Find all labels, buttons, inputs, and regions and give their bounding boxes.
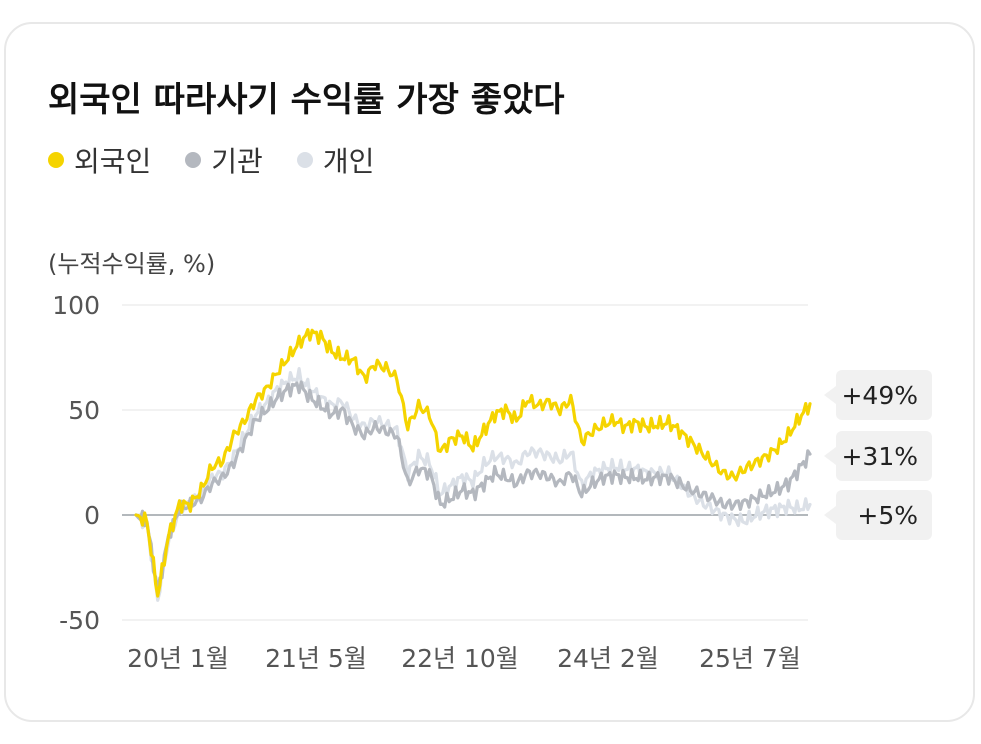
legend-item-foreign: 외국인 xyxy=(48,140,151,180)
legend-label-foreign: 외국인 xyxy=(74,145,152,178)
legend-item-institution: 기관 xyxy=(185,140,263,180)
end-badge-foreign xyxy=(836,370,932,420)
end-badge-pointer-institution xyxy=(824,447,836,465)
series-line-individual xyxy=(134,367,812,602)
end-badge-pointer-individual xyxy=(824,506,836,524)
series-line-foreign xyxy=(134,328,812,598)
y-axis-unit-label: (누적수익률, %) xyxy=(48,250,216,278)
end-badge-pointer-foreign xyxy=(824,386,836,404)
chart-card xyxy=(4,22,975,722)
legend-dot-individual xyxy=(296,152,313,168)
legend: 외국인 기관 개인 xyxy=(48,140,408,180)
end-badge-individual xyxy=(836,490,932,540)
end-badge-label-foreign: +49% xyxy=(841,381,918,410)
x-tick-label: 22년 10월 xyxy=(401,644,519,673)
y-tick-label: -50 xyxy=(59,606,100,635)
legend-item-individual: 개인 xyxy=(296,140,375,180)
y-tick-label: 0 xyxy=(84,501,100,530)
legend-label-individual: 개인 xyxy=(322,145,375,178)
end-badge-label-individual: +5% xyxy=(857,501,918,530)
x-tick-label: 20년 1월 xyxy=(127,644,229,673)
x-tick-label: 24년 2월 xyxy=(557,644,659,673)
x-tick-label: 21년 5월 xyxy=(265,644,367,673)
y-tick-label: 50 xyxy=(68,396,100,425)
y-tick-label: 100 xyxy=(52,291,100,320)
series-line-institution xyxy=(134,380,812,593)
x-tick-label: 25년 7월 xyxy=(699,644,801,673)
chart-title: 외국인 따라사기 수익률 가장 좋았다 xyxy=(48,80,565,120)
legend-dot-foreign xyxy=(48,152,64,168)
end-badge-label-institution: +31% xyxy=(841,442,918,471)
legend-label-institution: 기관 xyxy=(211,145,263,178)
legend-dot-institution xyxy=(185,152,202,168)
end-badge-institution xyxy=(836,431,932,481)
